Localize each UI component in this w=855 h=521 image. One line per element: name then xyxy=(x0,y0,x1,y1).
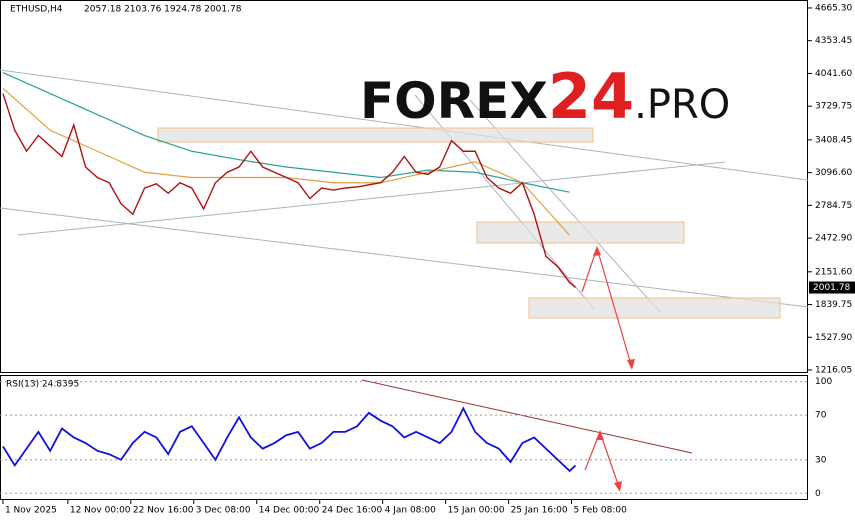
arrow-head xyxy=(627,359,635,370)
price-label: 2001.78 xyxy=(813,283,850,293)
y-tick-label: 4041.60 xyxy=(815,69,852,79)
arrow-head xyxy=(596,430,604,440)
y-tick-label: 3096.60 xyxy=(815,168,852,178)
y-tick-label: 3408.45 xyxy=(815,135,852,145)
x-tick-label: 5 Feb 08:00 xyxy=(574,506,628,516)
zone xyxy=(528,297,781,319)
y-tick-label: 2472.90 xyxy=(815,234,852,244)
zone xyxy=(157,127,594,143)
zone xyxy=(476,221,685,244)
y-tick-label: 0 xyxy=(815,489,821,499)
arrow-head xyxy=(593,246,601,256)
y-tick-label: 2784.75 xyxy=(815,201,852,211)
logo-brand: FOREX xyxy=(360,72,548,130)
x-tick-label: 24 Dec 16:00 xyxy=(322,506,383,516)
trend-line xyxy=(17,161,726,236)
rsi-header: RSI(13) 24.8395 xyxy=(6,380,79,390)
symbol: ETHUSD,H4 xyxy=(10,5,63,15)
trend-line xyxy=(0,207,809,308)
y-tick-label: 3729.75 xyxy=(815,102,852,112)
x-tick-label: 25 Jan 16:00 xyxy=(511,506,568,516)
moving-average xyxy=(2,71,570,193)
x-tick-label: 4 Jan 08:00 xyxy=(385,506,437,516)
x-tick-label: 14 Dec 00:00 xyxy=(259,506,320,516)
y-tick-label: 70 xyxy=(815,411,827,421)
logo-number: 24 xyxy=(548,60,634,133)
y-tick-label: 1216.05 xyxy=(815,366,852,376)
rsi-line xyxy=(2,406,577,473)
x-tick-label: 22 Nov 16:00 xyxy=(133,506,194,516)
rsi-trend-line xyxy=(361,379,693,454)
y-tick-label: 100 xyxy=(815,377,832,387)
x-tick-label: 1 Nov 2025 xyxy=(5,506,57,516)
y-tick-label: 1839.75 xyxy=(815,300,852,310)
x-tick-label: 3 Dec 08:00 xyxy=(196,506,251,516)
trend-line xyxy=(0,69,809,181)
y-tick-label: 4353.45 xyxy=(815,36,852,46)
y-tick-label: 30 xyxy=(815,455,827,465)
y-tick-label: 1527.90 xyxy=(815,333,852,343)
logo: FOREX24.PRO xyxy=(360,60,730,133)
x-tick-label: 15 Jan 00:00 xyxy=(448,506,505,516)
price-badge xyxy=(809,281,855,294)
annotations xyxy=(0,69,809,492)
y-tick-label: 4665.30 xyxy=(815,3,852,13)
price-line xyxy=(2,93,576,289)
y-tick-label: 2151.60 xyxy=(815,267,852,277)
arrow-head xyxy=(614,481,622,492)
x-tick-label: 12 Nov 00:00 xyxy=(70,506,131,516)
ohlc: 2057.18 2103.76 1924.78 2001.78 xyxy=(84,5,242,15)
logo-suffix: .PRO xyxy=(634,82,730,128)
